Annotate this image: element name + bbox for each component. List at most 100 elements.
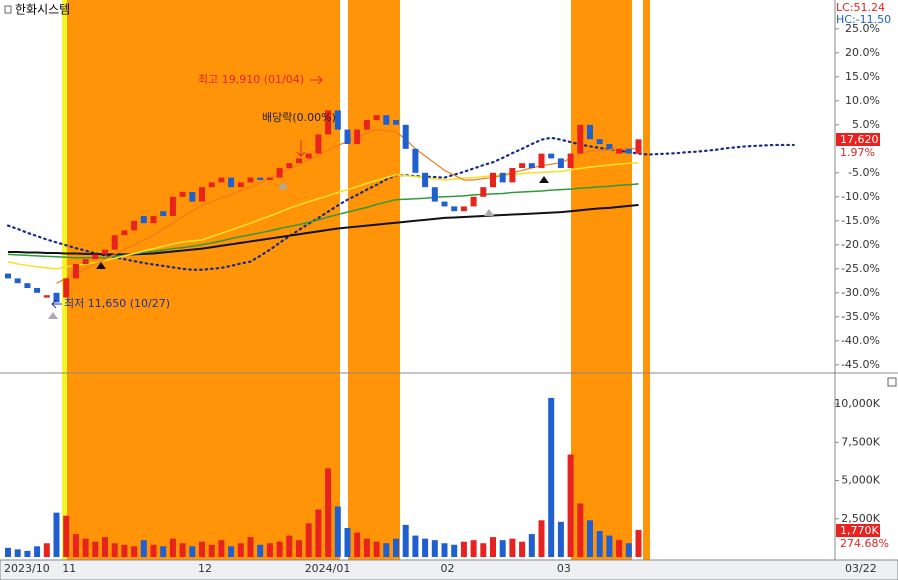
volume-bar	[102, 537, 108, 557]
volume-bar	[92, 541, 99, 557]
candle-body	[24, 283, 31, 288]
highlight-band	[67, 0, 340, 560]
candle-body	[296, 158, 302, 164]
candle-body	[422, 172, 429, 188]
candle-body	[63, 278, 70, 298]
volume-bar	[228, 546, 235, 557]
volume-bar	[606, 535, 613, 557]
candle-body	[72, 264, 79, 279]
candle-body	[82, 259, 89, 264]
candle-body	[412, 148, 419, 173]
x-tick-label: 12	[198, 562, 212, 575]
y-tick-label: 20.0%	[845, 46, 880, 59]
volume-bar	[82, 538, 89, 557]
volume-bar	[393, 538, 399, 557]
candle-body	[247, 177, 254, 183]
volume-bar	[199, 541, 205, 557]
candle-body	[528, 163, 535, 168]
volume-bar	[296, 540, 302, 557]
signal-arrow	[539, 176, 549, 183]
volume-bar	[189, 546, 196, 557]
candle-body	[587, 124, 593, 140]
volume-bar	[422, 538, 429, 557]
last-price-box	[836, 133, 880, 146]
volume-bar	[373, 541, 380, 557]
volume-bar	[625, 543, 632, 557]
volume-bar	[567, 454, 574, 557]
volume-bar	[528, 534, 535, 557]
y-tick-label: -40.0%	[841, 334, 880, 347]
highlight-band	[643, 0, 650, 560]
volume-bar	[247, 537, 254, 557]
volume-bar	[208, 544, 215, 557]
volume-bar	[121, 544, 128, 557]
candle-body	[557, 158, 564, 168]
candle-body	[451, 206, 458, 212]
annotation-arrow	[51, 299, 62, 309]
candle-body	[577, 124, 584, 154]
candle-body	[189, 192, 196, 202]
candle-body	[480, 187, 487, 197]
volume-bar	[286, 535, 293, 557]
candle-body	[393, 120, 399, 125]
candle-body	[305, 153, 312, 159]
moving-average-line	[7, 161, 639, 270]
candle-body	[5, 273, 11, 279]
candle-body	[470, 196, 477, 207]
volume-ratio: 274.68%	[840, 537, 889, 550]
candle-body	[237, 182, 244, 188]
volume-bar	[266, 543, 273, 557]
candle-body	[596, 139, 603, 144]
annotation: 최고 19,910 (01/04)	[198, 73, 304, 86]
candle-body	[606, 144, 613, 149]
candle-body	[499, 172, 506, 183]
annotation: 배당락(0.00%)	[262, 111, 336, 124]
volume-bar	[334, 506, 341, 557]
volume-bar	[257, 544, 264, 557]
volume-bar	[160, 546, 167, 557]
candle-body	[402, 124, 409, 149]
volume-bar	[344, 527, 351, 557]
volume-bar	[460, 541, 467, 557]
volume-bar	[34, 546, 41, 557]
annotation-arrow	[310, 75, 323, 85]
volume-bar	[383, 543, 390, 557]
candle-body	[334, 110, 341, 130]
volume-bar	[596, 531, 603, 557]
title-icon[interactable]	[4, 5, 12, 14]
volume-bar	[111, 543, 118, 557]
volume-bar	[499, 540, 506, 557]
volume-bar	[276, 541, 283, 557]
volume-bar	[402, 524, 409, 557]
volume-bar	[53, 512, 60, 557]
candle-body	[519, 163, 526, 168]
y-tick-label: 10,000K	[834, 397, 880, 410]
close-button[interactable]	[887, 377, 897, 387]
volume-bar	[43, 543, 50, 557]
candle-body	[266, 177, 273, 180]
x-tick-label: 2024/01	[305, 562, 351, 575]
y-tick-label: -30.0%	[841, 286, 880, 299]
volume-bar	[509, 538, 516, 557]
candle-body	[286, 163, 293, 168]
y-tick-label: -45.0%	[841, 358, 880, 371]
volume-bar	[538, 520, 545, 557]
candle-body	[218, 177, 225, 183]
volume-bar	[5, 547, 11, 557]
volume-bar	[577, 503, 584, 557]
candle-body	[102, 249, 108, 255]
candle-body	[616, 148, 623, 154]
volume-bar	[354, 532, 361, 557]
y-tick-label: -10.0%	[841, 190, 880, 203]
hc-label: HC:-11.50	[836, 13, 891, 26]
candle-body	[34, 288, 41, 293]
y-tick-label: -25.0%	[841, 262, 880, 275]
volume-bar	[431, 540, 438, 557]
candle-body	[431, 187, 438, 202]
volume-bar	[441, 543, 448, 557]
lc-label: LC:51.24	[836, 1, 885, 14]
volume-bar	[63, 515, 70, 557]
last-volume: 1,770K	[840, 524, 879, 537]
x-tick-label: 11	[62, 562, 76, 575]
candle-body	[160, 211, 167, 216]
